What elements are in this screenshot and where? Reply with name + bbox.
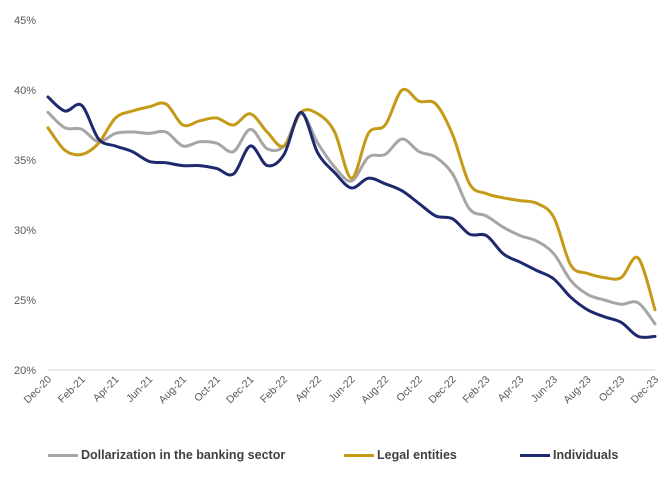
x-tick-label: Dec-22 bbox=[426, 374, 459, 407]
x-tick-label: Aug-23 bbox=[561, 374, 594, 407]
legend-item-dollarization: Dollarization in the banking sector bbox=[48, 448, 285, 462]
y-tick-label: 20% bbox=[14, 365, 36, 377]
x-tick-label: Apr-23 bbox=[495, 374, 526, 405]
x-tick-label: Oct-21 bbox=[192, 374, 223, 405]
x-tick-label: Dec-20 bbox=[22, 374, 55, 407]
legend-swatch-dollarization bbox=[48, 453, 78, 457]
series-line-dollarization bbox=[46, 110, 657, 326]
legend-label-dollarization: Dollarization in the banking sector bbox=[81, 448, 286, 462]
legend-label-legal-entities: Legal entities bbox=[377, 448, 457, 462]
y-tick-label: 45% bbox=[14, 15, 36, 27]
x-tick-label: Jun-22 bbox=[326, 374, 357, 405]
series-line-legal-entities bbox=[46, 87, 657, 312]
x-tick-label: Dec-21 bbox=[224, 374, 257, 407]
legend-item-legal-entities: Legal entities bbox=[344, 448, 457, 462]
y-tick-label: 30% bbox=[14, 225, 36, 237]
x-tick-label: Apr-21 bbox=[91, 374, 122, 405]
x-tick-label: Dec-23 bbox=[629, 374, 662, 407]
y-tick-label: 25% bbox=[14, 295, 36, 307]
x-tick-label: Aug-22 bbox=[359, 374, 392, 407]
legend: Dollarization in the banking sector Lega… bbox=[0, 448, 667, 472]
x-tick-label: Apr-22 bbox=[293, 374, 324, 405]
y-tick-label: 40% bbox=[14, 85, 36, 97]
x-tick-label: Jun-21 bbox=[124, 374, 155, 405]
legend-swatch-individuals bbox=[520, 453, 550, 457]
x-tick-label: Aug-21 bbox=[157, 374, 190, 407]
x-tick-label: Oct-23 bbox=[597, 374, 628, 405]
legend-label-individuals: Individuals bbox=[553, 448, 619, 462]
series-line-individuals bbox=[46, 95, 657, 339]
x-tick-label: Jun-23 bbox=[529, 374, 560, 405]
plot-area: 20%25%30%35%40%45% Dec-20 Feb-21 Apr-21 Jun… bbox=[14, 15, 662, 407]
legend-swatch-legal-entities bbox=[344, 453, 374, 457]
x-tick-label: Feb-22 bbox=[258, 374, 290, 406]
x-tick-label: Feb-21 bbox=[56, 374, 88, 406]
x-tick-label: Oct-22 bbox=[394, 374, 425, 405]
x-axis: Dec-20 Feb-21 Apr-21 Jun-21 Aug-21 Oct-21 Dec-… bbox=[22, 374, 662, 407]
series-layer bbox=[46, 87, 657, 339]
legend-item-individuals: Individuals bbox=[520, 448, 618, 462]
y-axis: 20% 25% 30% 35% 40% 45% bbox=[14, 15, 36, 377]
y-tick-label: 35% bbox=[14, 155, 36, 167]
x-tick-label: Feb-23 bbox=[460, 374, 492, 406]
